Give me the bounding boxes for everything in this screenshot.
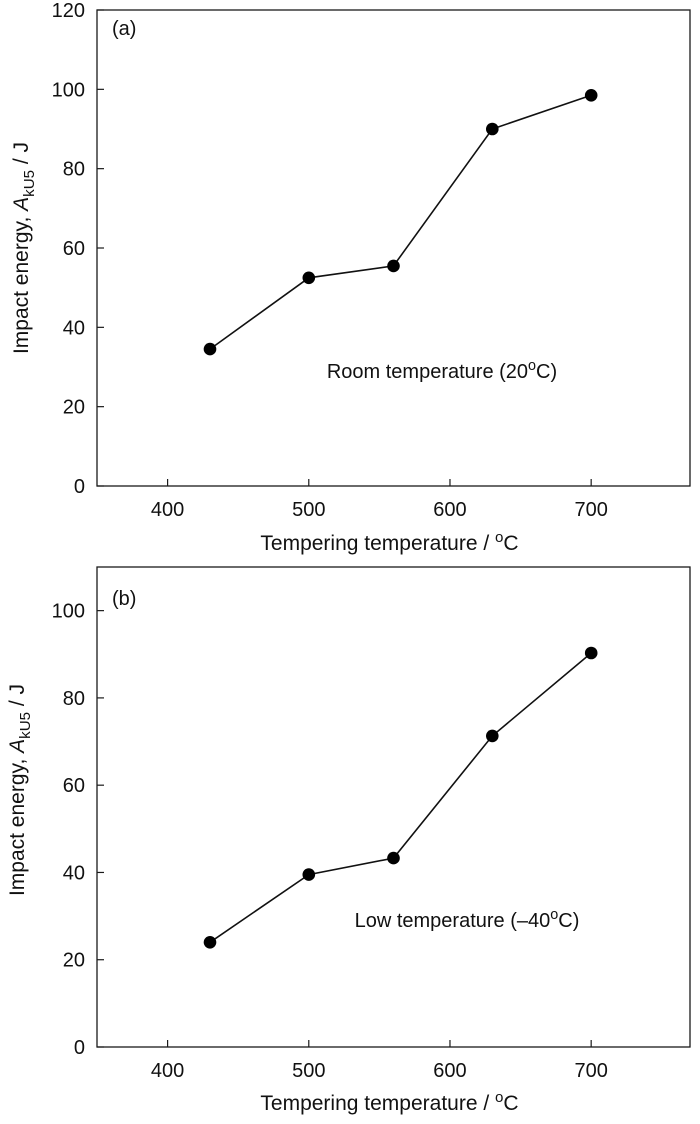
x-tick-label: 400 — [151, 1060, 184, 1082]
x-axis-label: Tempering temperature / oC — [260, 529, 518, 555]
data-point — [387, 851, 400, 865]
y-axis-label: Impact energy, AkU5 / J — [6, 684, 34, 896]
data-point — [302, 271, 316, 285]
data-point — [486, 122, 499, 136]
chart-panel-b: 0 20 40 60 80 100 400 500 600 700 (b) Low temperatu… — [6, 566, 691, 1115]
data-point — [302, 868, 316, 881]
panel-label: (a) — [112, 18, 136, 40]
annotation-text: Low temperature (–40oC) — [355, 907, 580, 932]
y-tick-label: 0 — [74, 1037, 85, 1059]
x-tick-label: 500 — [292, 499, 325, 521]
y-tick-label: 100 — [52, 601, 85, 623]
chart-panel-a: 0 20 40 60 80 100 120 400 500 600 700 (a) Room tempe… — [10, 0, 691, 555]
data-point — [203, 342, 217, 356]
x-tick-label: 600 — [433, 1060, 466, 1082]
x-tick-label: 700 — [574, 499, 607, 521]
y-tick-label: 120 — [52, 0, 85, 22]
y-tick-label: 0 — [74, 476, 85, 498]
y-axis-label: Impact energy, AkU5 / J — [10, 142, 38, 354]
y-tick-label: 60 — [63, 775, 85, 797]
data-point — [584, 646, 598, 660]
y-tick-label: 40 — [63, 862, 85, 884]
plot-frame — [96, 9, 691, 487]
x-axis-label: Tempering temperature / oC — [260, 1089, 518, 1115]
data-point — [584, 89, 598, 102]
annotation-text: Room temperature (20oC) — [327, 358, 557, 383]
y-tick-label: 80 — [63, 159, 85, 181]
y-tick-label: 80 — [63, 688, 85, 710]
y-tick-label: 20 — [63, 950, 85, 972]
series-line — [209, 94, 592, 350]
panel-label: (b) — [112, 588, 136, 610]
x-tick-label: 600 — [433, 499, 466, 521]
x-tick-label: 400 — [151, 499, 184, 521]
y-tick-label: 40 — [63, 317, 85, 339]
y-tick-label: 20 — [63, 397, 85, 419]
data-point — [486, 729, 499, 743]
y-tick-label: 60 — [63, 238, 85, 260]
series-line — [209, 652, 592, 943]
x-tick-label: 500 — [292, 1060, 325, 1082]
y-tick-label: 100 — [52, 79, 85, 101]
data-point — [387, 259, 400, 273]
data-point — [203, 936, 217, 949]
x-tick-label: 700 — [574, 1060, 607, 1082]
plot-frame — [96, 566, 691, 1048]
